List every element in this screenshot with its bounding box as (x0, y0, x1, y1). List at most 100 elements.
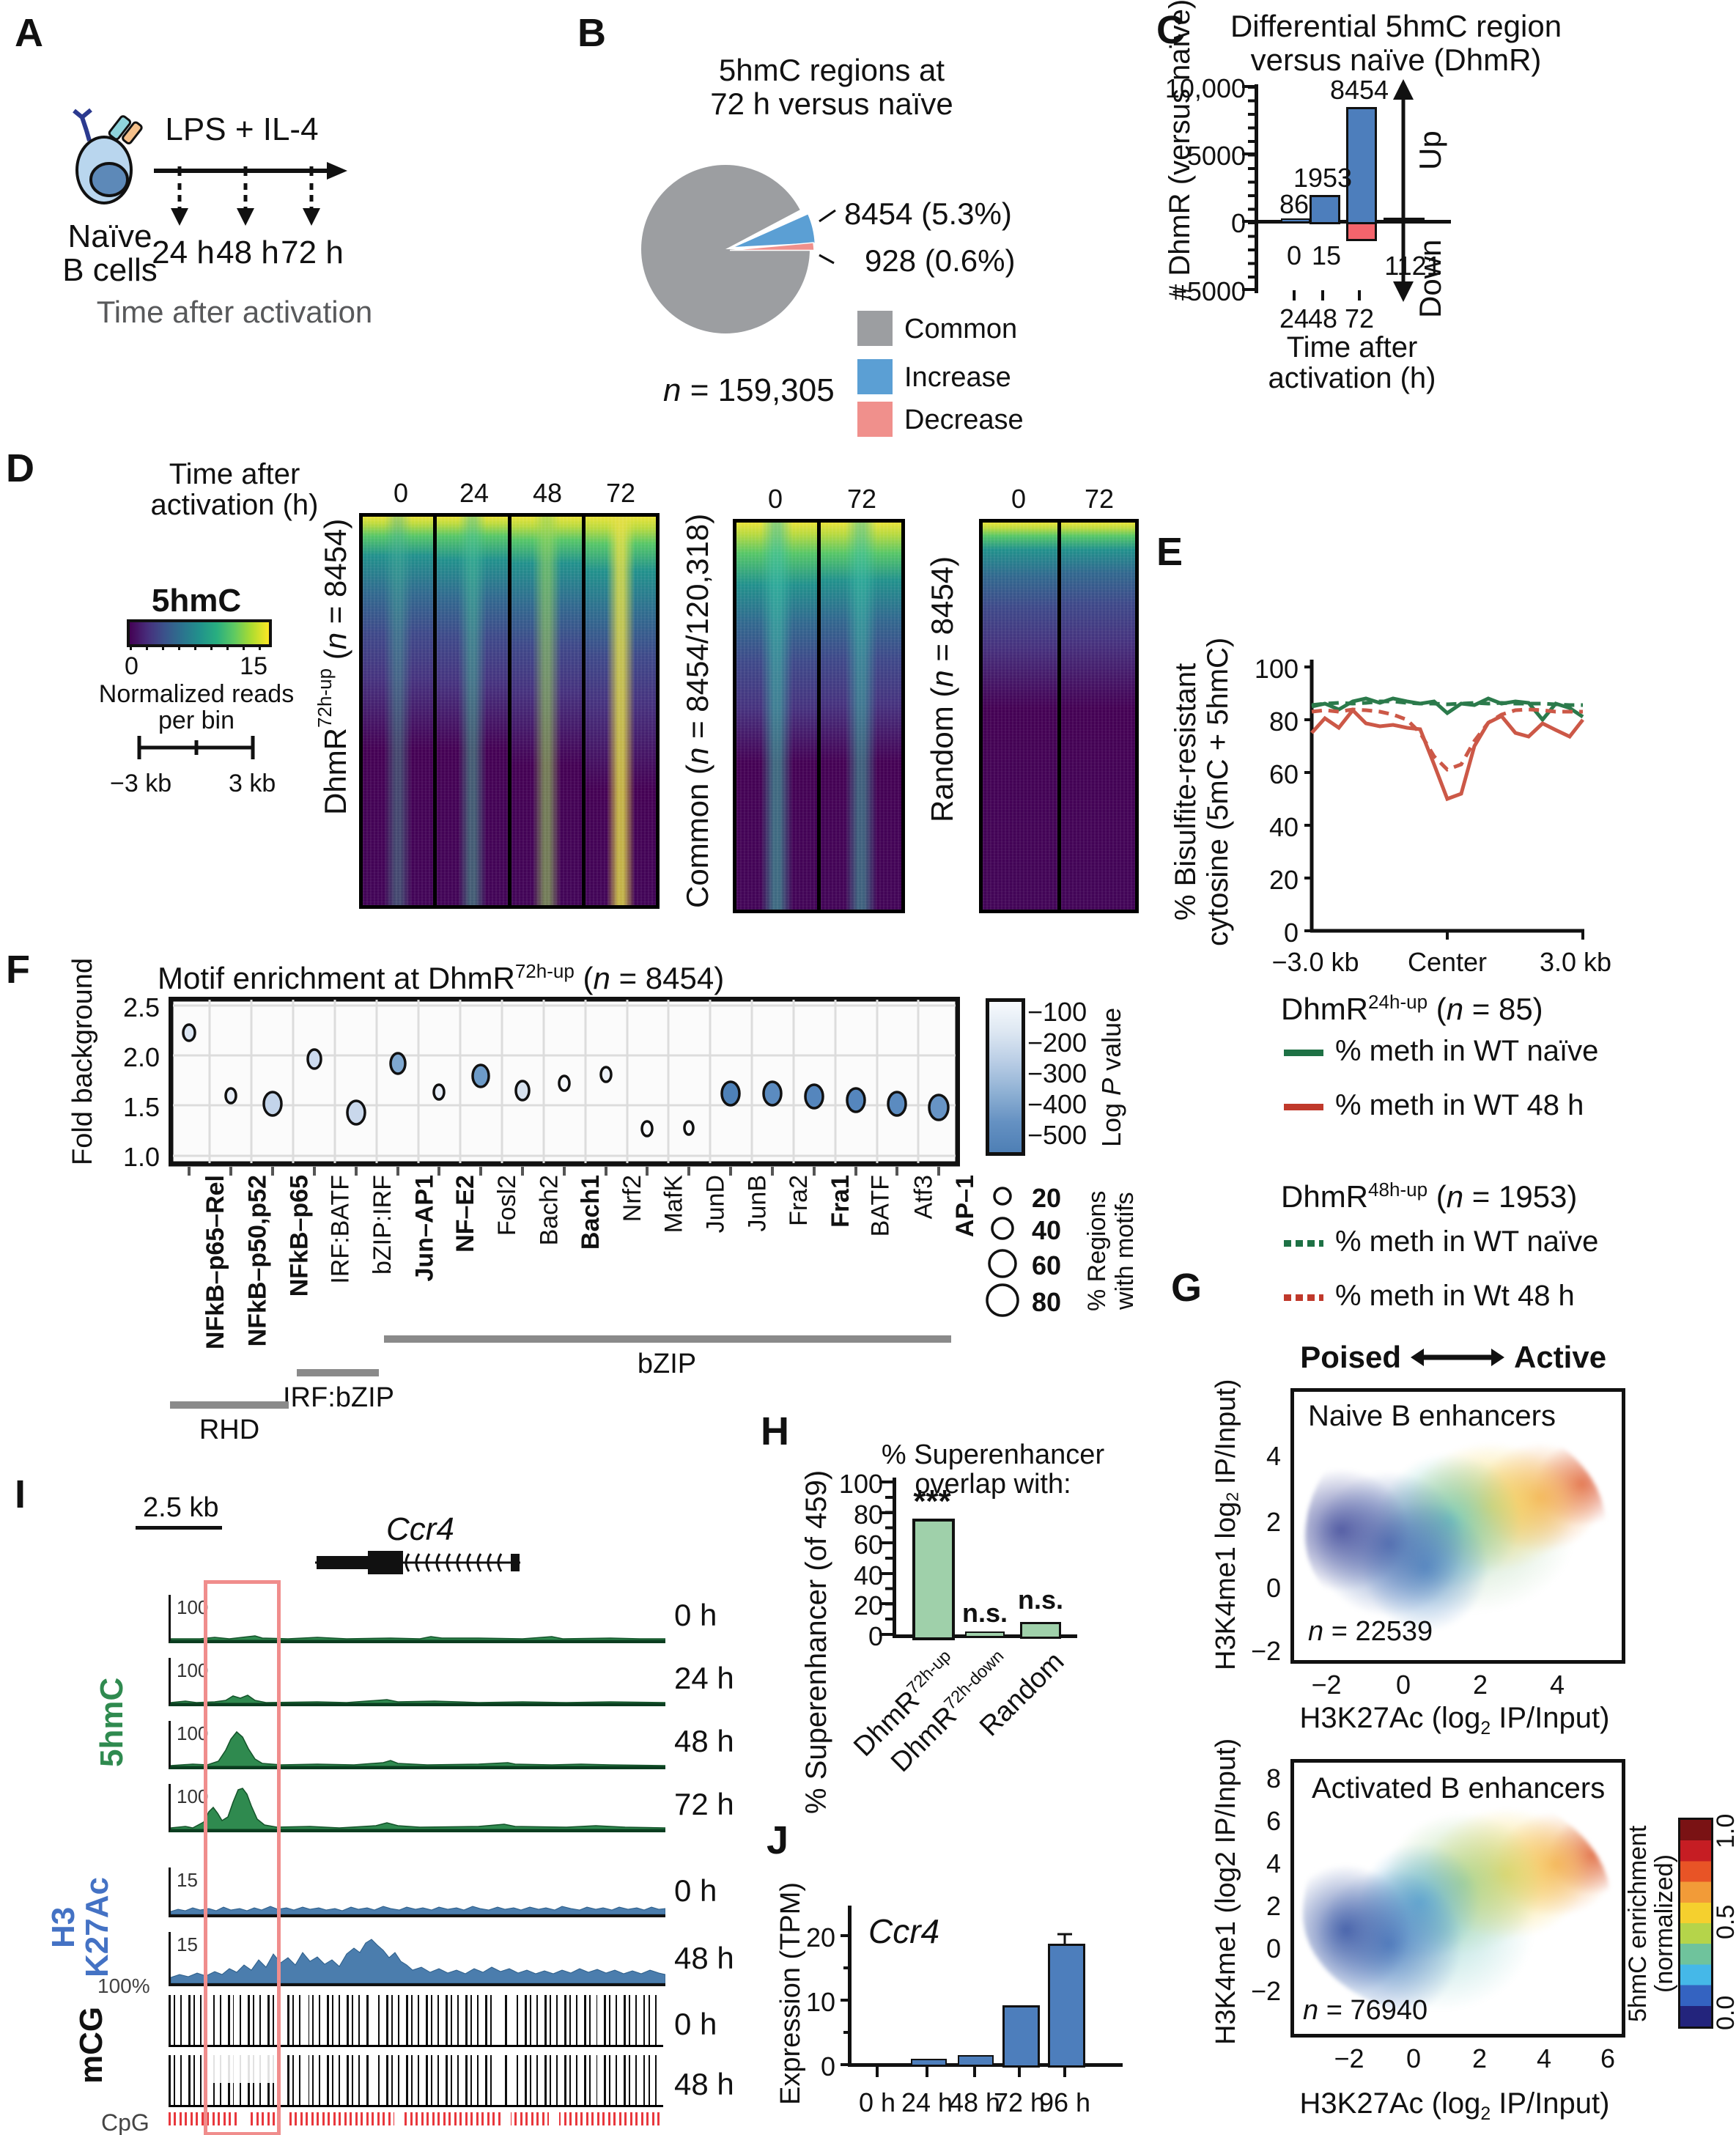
i-gene-name: Ccr4 (386, 1511, 454, 1547)
receptor-icon-teal (108, 115, 132, 141)
pie-title-line1: 5hmC regions at (718, 53, 945, 87)
f-group-bar-rhd (170, 1401, 289, 1409)
g-bot-xl-pre: H3K27Ac (log (1299, 2087, 1481, 2120)
e-l1-r2: = 85) (1463, 992, 1543, 1026)
f-ytick-10: 1.0 (122, 1142, 160, 1172)
d-group1-label: DhmR72h-up (n = 8454) (314, 513, 353, 821)
cell-name-line2: B cells (62, 252, 158, 288)
g-top-ytick-m2: −2 (1250, 1636, 1281, 1666)
h-bar-random (1020, 1622, 1061, 1639)
c-tick-5000 (1242, 152, 1256, 155)
j-bar-72h (1002, 2005, 1040, 2068)
c-xlabel-72: 72 (1344, 303, 1375, 333)
d-colorbar-caption-1: Normalized reads (98, 680, 295, 708)
g-top-xtick-0: 0 (1395, 1670, 1411, 1700)
g-bottom-cloud (1303, 1785, 1611, 2019)
i-track-k27ac-0h: 15 (169, 1867, 666, 1917)
f-xlabel-nf-e2: NF–E2 (451, 1175, 479, 1253)
heatmap-random-72h (1060, 523, 1135, 910)
updown-arrow (1384, 79, 1425, 302)
legend-swatch-common (857, 311, 893, 346)
pie-chart (641, 165, 836, 333)
h-tick-60 (879, 1541, 893, 1544)
c-title-line1: Differential 5hmC region (1230, 9, 1562, 43)
i-scale-k27-0h: 15 (177, 1869, 198, 1891)
c-xtick-48 (1321, 290, 1324, 300)
j-xlabel-72h: 72 h (993, 2087, 1046, 2117)
e-legend-item-2: % meth in WT 48 h (1335, 1089, 1584, 1121)
f-group-bar-bzip (384, 1335, 951, 1343)
g-top-yl-sub: 2 (1222, 1491, 1242, 1502)
bcell-timeline-diagram (73, 108, 347, 226)
d-col2-0: 0 (767, 484, 783, 514)
f-bubble-fra1 (804, 1083, 824, 1110)
g-top-cloud (1305, 1410, 1606, 1641)
c-ytick-10000: 10,000 (1164, 73, 1246, 103)
g-active-label: Active (1514, 1340, 1607, 1374)
g-top-n-rest: = 22539 (1323, 1616, 1433, 1647)
c-bar-down-72 (1346, 222, 1377, 241)
f-xlabel-bach2: Bach2 (535, 1175, 563, 1246)
f-colorbar (986, 998, 1025, 1156)
g1-n: n (318, 633, 352, 650)
d-scale-right: 3 kb (229, 770, 276, 797)
f-ytick-20: 2.0 (122, 1042, 160, 1072)
panel-i-label: I (15, 1472, 26, 1516)
g3-n: n (925, 669, 959, 687)
f-bubble-bzip-irf (346, 1099, 366, 1126)
f-bubble-fra2 (762, 1080, 783, 1107)
e-xtick-right: 3.0 kb (1539, 947, 1612, 977)
e-l2-r1: ( (1427, 1179, 1447, 1214)
i-group-mcg-label: mCG (73, 2006, 109, 2084)
f-xlabel-irf-batf: IRF:BATF (327, 1175, 355, 1284)
c-value-down-72: 1121 (1384, 251, 1441, 281)
n-value: = 159,305 (681, 372, 835, 408)
f-title-r1: ( (574, 961, 594, 995)
heatmap-col-24h (437, 517, 508, 905)
f-xlabel-fra1: Fra1 (827, 1175, 854, 1228)
g-bot-xl-sub: 2 (1480, 2104, 1491, 2124)
i-track-cpg (169, 2112, 663, 2125)
g-colorbar (1678, 1818, 1713, 2029)
g-bot-xtick-0: 0 (1406, 2043, 1422, 2073)
e-series-red-solid (1310, 707, 1584, 802)
f-bubble-nf-e2 (432, 1083, 446, 1101)
d-colorbar-title: 5hmC (151, 583, 242, 619)
j-bar-96h (1048, 1944, 1085, 2068)
e-legend-item-4: % meth in Wt 48 h (1335, 1280, 1575, 1312)
i-scalebar-label: 2.5 kb (143, 1492, 219, 1523)
f-title-r2: = 8454) (610, 961, 725, 995)
h-ytick-20: 20 (853, 1590, 883, 1620)
j-tick-5 (843, 2031, 852, 2034)
g-bot-xtick-m2: −2 (1334, 2043, 1364, 2073)
g-bottom-scatter-plot (1290, 1759, 1625, 2038)
c-bar-up-72 (1346, 107, 1377, 224)
stimulus-label: LPS + IL-4 (165, 111, 319, 147)
panel-b-label: B (577, 11, 606, 55)
g2-pre: Common ( (680, 764, 714, 909)
c-tick-10000 (1242, 85, 1256, 88)
i-time-5hmc-24h: 24 h (674, 1661, 734, 1695)
c-value-up-48: 1953 (1293, 163, 1353, 193)
c-bar-up-48 (1310, 195, 1340, 224)
h-bar-dhmr72down (965, 1631, 1005, 1637)
f-bubble-chart (169, 997, 960, 1176)
f-bubble-jund (683, 1120, 695, 1136)
f-xlabel-bzip-irf: bZIP:IRF (369, 1175, 396, 1275)
f-stick-80: 80 (1032, 1287, 1062, 1317)
i-mcg-scale: 100% (97, 1974, 150, 1997)
heatmap-common-72h (821, 523, 901, 910)
f-ctick-300: −300 (1027, 1058, 1087, 1088)
timepoint-24h: 24 h (152, 235, 215, 270)
f-xlabel-jun-ap1: Jun–AP1 (410, 1175, 438, 1282)
sample-arrowhead-48 (237, 208, 254, 226)
e-l1-sup: 24h-up (1368, 991, 1428, 1013)
receptor-icon-orange (122, 121, 143, 145)
c-xtick-24 (1293, 290, 1296, 300)
e-legend-swatch-red-solid (1284, 1104, 1323, 1110)
j-ytick-20: 20 (805, 1922, 835, 1953)
i-intron-hatches (405, 1553, 503, 1572)
c-xlabel-24: 24 (1279, 303, 1310, 333)
i-scale-5hmc-48h: 100 (177, 1722, 209, 1744)
heatmap-random (979, 519, 1139, 913)
